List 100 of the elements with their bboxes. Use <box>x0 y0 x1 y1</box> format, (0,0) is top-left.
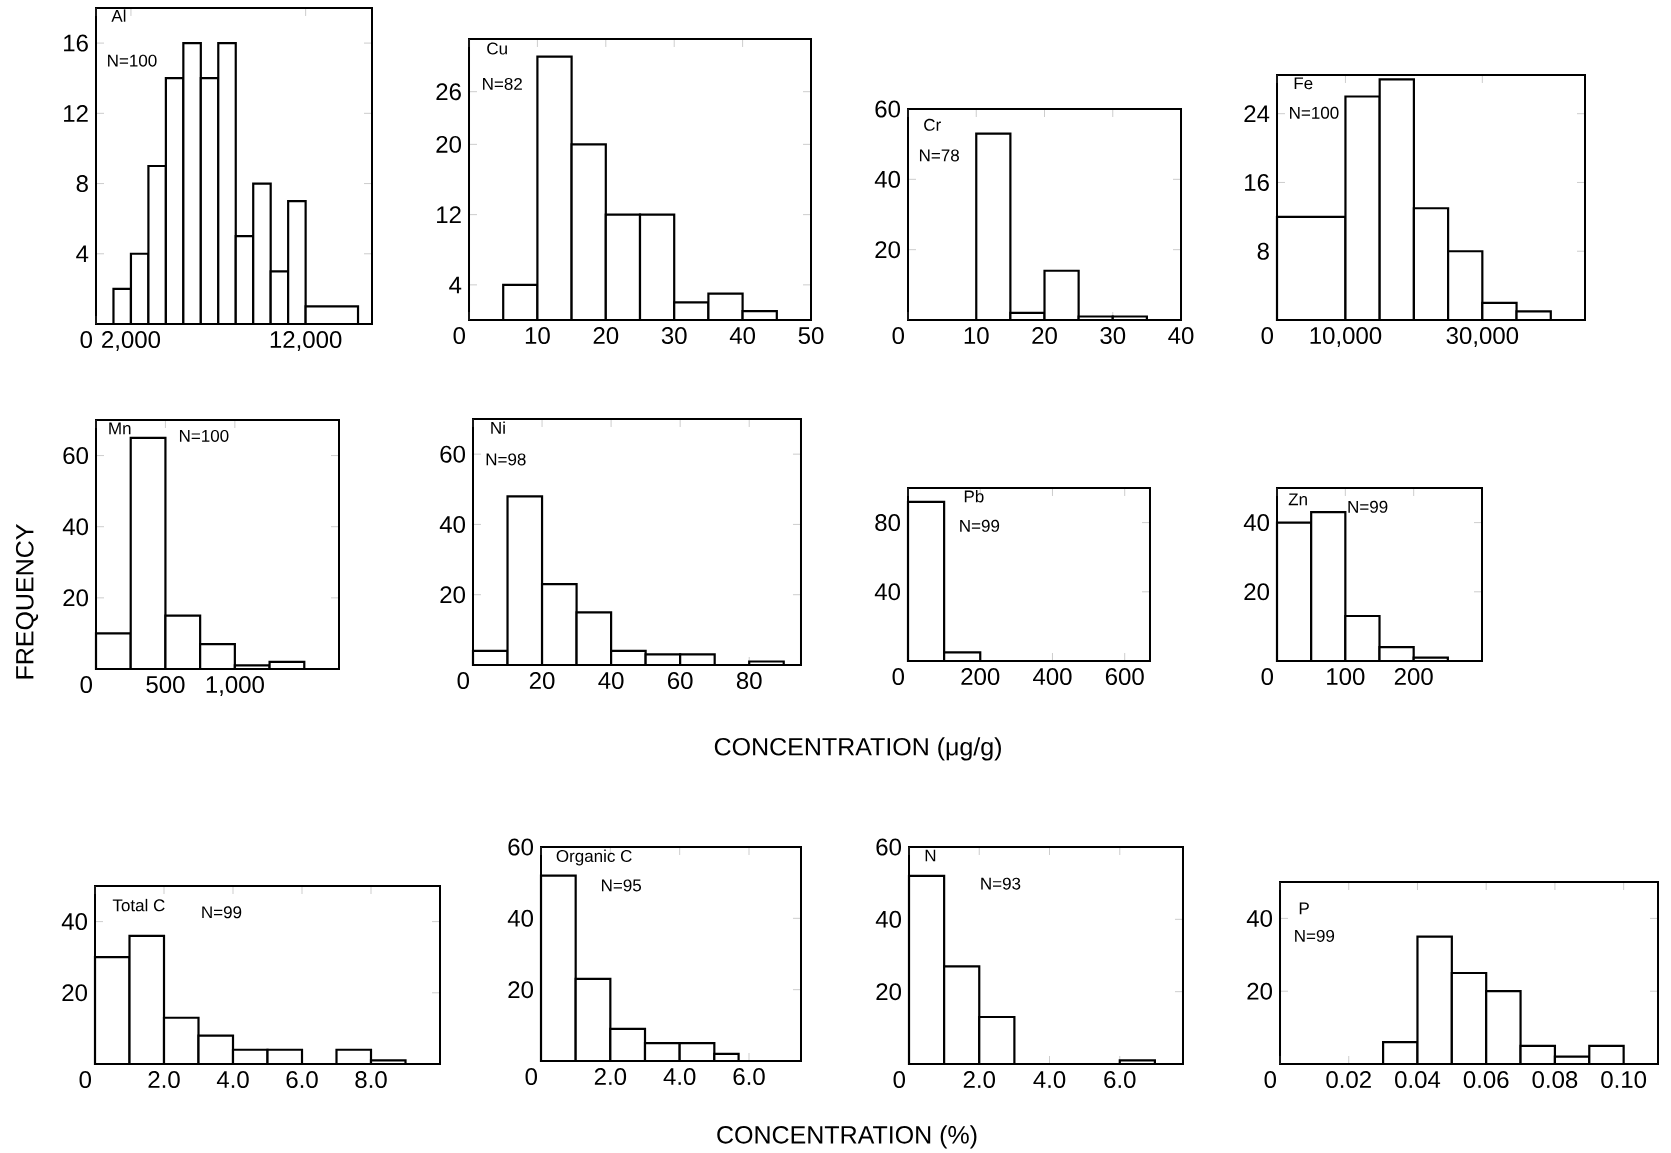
x-tick-label: 30 <box>661 327 687 345</box>
x-tick-label: 0 <box>1261 327 1274 345</box>
x-tick-label: 4.0 <box>1033 1071 1066 1089</box>
x-axis-title: CONCENTRATION (%) <box>717 1125 977 1149</box>
chart-title: Pb <box>964 489 984 503</box>
annotation: N=100 <box>179 429 229 442</box>
x-tick-label: 0 <box>1261 668 1274 686</box>
y-tick-label: 40 <box>874 583 901 601</box>
y-tick-label: 40 <box>507 909 534 927</box>
y-tick-label: 40 <box>62 518 89 536</box>
y-tick-label: 80 <box>875 514 901 532</box>
annotation: N=78 <box>919 149 959 162</box>
x-tick-label: 6.0 <box>733 1068 765 1086</box>
y-tick-label: 20 <box>440 586 466 604</box>
y-tick-label: 12 <box>437 206 461 223</box>
chart-title: Cr <box>924 118 941 131</box>
annotation: N=100 <box>1290 106 1339 119</box>
annotation: N=95 <box>601 879 642 892</box>
annotation: N=99 <box>960 519 1000 532</box>
x-tick-label: 0 <box>892 668 905 686</box>
y-tick-label: 16 <box>1245 173 1269 191</box>
y-tick-label: 60 <box>63 447 89 465</box>
y-tick-label: 60 <box>508 838 534 856</box>
y-tick-label: 20 <box>1247 982 1273 1000</box>
chart-title: Mn <box>109 422 131 435</box>
x-tick-label: 4.0 <box>663 1068 696 1086</box>
chart-title: Cu <box>487 42 507 55</box>
x-tick-label: 0.10 <box>1601 1071 1647 1089</box>
x-tick-label: 40 <box>1168 327 1194 345</box>
x-tick-label: 2.0 <box>148 1071 180 1089</box>
text: P <box>1299 902 1309 915</box>
chart-title: N <box>925 849 936 862</box>
annotation: N=100 <box>108 54 157 67</box>
x-tick-label: 20 <box>593 327 619 345</box>
x-tick-label: 0 <box>1264 1071 1277 1089</box>
x-tick-label: 2.0 <box>963 1071 996 1089</box>
y-tick-label: 40 <box>874 170 901 188</box>
x-tick-label: 30 <box>1100 327 1126 345</box>
annotation: N=99 <box>202 906 242 919</box>
x-tick-label: 0 <box>80 331 93 349</box>
y-tick-label: 20 <box>62 984 88 1002</box>
x-tick-label: 12,000 <box>270 331 342 351</box>
x-axis-title: CONCENTRATION (μg/g) <box>714 737 1001 761</box>
x-tick-label: 80 <box>736 672 762 690</box>
x-tick-label: 10,000 <box>1310 327 1382 347</box>
text: Total C <box>112 898 165 912</box>
y-tick-label: 20 <box>876 983 902 1001</box>
x-tick-label: 60 <box>668 672 693 690</box>
y-tick-label: 20 <box>63 589 89 607</box>
y-tick-label: 16 <box>64 34 88 52</box>
annotation: N=99 <box>1295 929 1335 942</box>
y-tick-label: 60 <box>875 100 901 118</box>
x-tick-label: 4.0 <box>216 1071 249 1089</box>
y-tick-label: 60 <box>876 838 902 856</box>
y-tick-label: 4 <box>76 245 89 263</box>
x-tick-label: 0.06 <box>1463 1071 1509 1089</box>
annotation: N=82 <box>483 77 522 90</box>
x-tick-label: 2.0 <box>594 1068 627 1086</box>
y-tick-label: 12 <box>64 104 88 122</box>
x-tick-label: 0 <box>892 327 905 345</box>
chart-title: Zn <box>1288 493 1307 506</box>
annotation: N=93 <box>981 877 1021 890</box>
y-tick-label: 26 <box>436 83 461 101</box>
x-tick-label: 0 <box>453 327 466 345</box>
x-tick-label: 200 <box>961 668 1000 686</box>
x-tick-label: 2,000 <box>102 331 161 351</box>
x-tick-label: 0 <box>80 676 93 694</box>
x-tick-label: 0.02 <box>1326 1071 1371 1089</box>
x-tick-label: 20 <box>529 672 555 690</box>
x-tick-label: 200 <box>1394 668 1433 686</box>
x-tick-label: 0.04 <box>1395 1071 1441 1089</box>
x-tick-label: 8.0 <box>355 1071 387 1089</box>
x-tick-label: 0.08 <box>1532 1071 1578 1089</box>
y-tick-label: 20 <box>875 241 901 259</box>
x-tick-label: 0 <box>525 1068 538 1086</box>
x-tick-label: 20 <box>1032 327 1057 345</box>
x-tick-label: 0 <box>893 1071 906 1089</box>
annotation: N=98 <box>486 453 526 466</box>
annotation: N=99 <box>1348 500 1388 513</box>
y-axis-title: FREQUENCY <box>15 524 39 679</box>
chart-title: Organic C <box>556 849 632 866</box>
y-tick-label: 40 <box>875 910 902 928</box>
x-tick-label: 500 <box>146 676 185 694</box>
y-tick-label: 8 <box>76 175 88 193</box>
x-tick-label: 30,000 <box>1446 327 1519 347</box>
x-tick-label: 600 <box>1105 668 1144 686</box>
chart-title: Ni <box>491 421 505 434</box>
y-tick-label: 20 <box>436 135 462 153</box>
x-tick-label: 400 <box>1033 668 1072 686</box>
y-tick-label: 24 <box>1244 105 1270 123</box>
y-tick-label: 8 <box>1257 242 1269 260</box>
chart-title: Fe <box>1294 77 1313 90</box>
y-tick-label: 20 <box>1244 583 1270 601</box>
x-tick-label: 10 <box>964 327 989 345</box>
y-tick-label: 40 <box>439 515 466 533</box>
y-tick-label: 40 <box>61 913 88 931</box>
y-tick-label: 20 <box>508 981 534 999</box>
chart-title: Al <box>111 9 126 22</box>
y-tick-label: 60 <box>440 445 466 463</box>
x-tick-label: 100 <box>1327 668 1365 686</box>
